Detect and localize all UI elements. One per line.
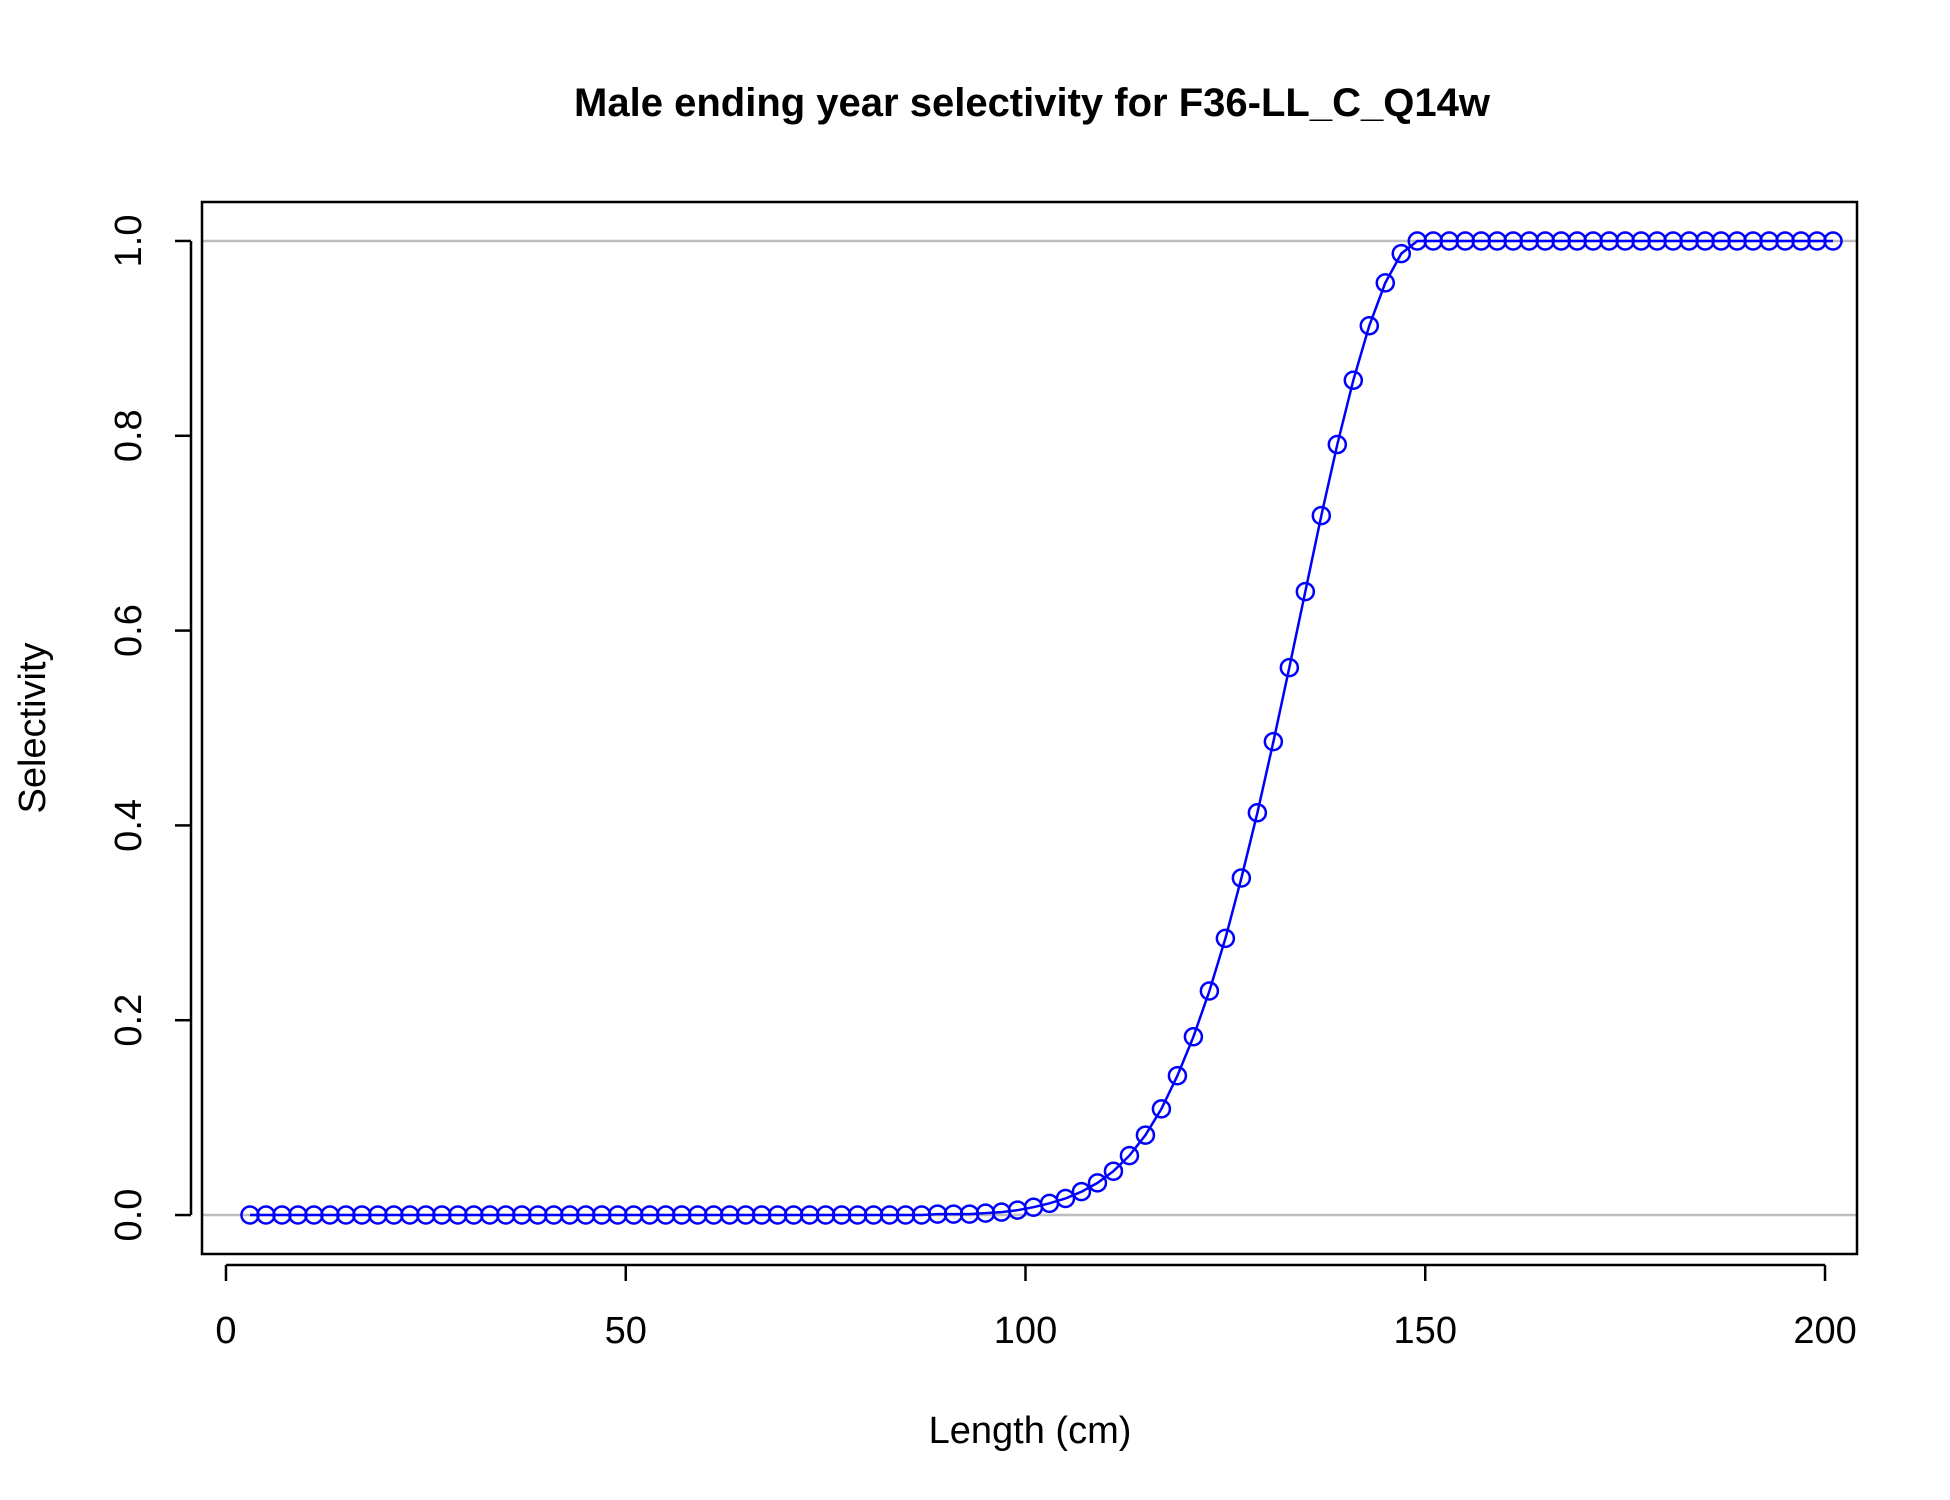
x-tick-label: 0: [215, 1310, 236, 1352]
data-point: [1359, 315, 1380, 336]
y-tick-label: 0.0: [108, 1189, 150, 1242]
data-point: [1103, 1161, 1124, 1181]
data-point: [1055, 1188, 1076, 1209]
data-point: [1247, 802, 1268, 823]
plot-frame: [200, 200, 1859, 1256]
x-axis: 0 50 100 150 200: [215, 1263, 1857, 1352]
chart-title: Male ending year selectivity for F36-LL_…: [574, 81, 1491, 125]
data-point: [1327, 434, 1348, 455]
data-point: [1343, 370, 1364, 391]
data-point: [1215, 928, 1236, 949]
x-axis-label: Length (cm): [929, 1410, 1132, 1452]
data-point: [1375, 273, 1396, 293]
data-point: [1135, 1125, 1156, 1145]
y-axis: 0.0 0.2 0.4 0.6 0.8 1.0: [108, 215, 193, 1242]
data-point: [1167, 1065, 1188, 1086]
data-point: [1087, 1173, 1108, 1193]
data-point: [1183, 1027, 1204, 1047]
series-line: [250, 239, 1833, 1217]
y-tick-label: 0.4: [108, 799, 150, 852]
x-tick-label: 200: [1793, 1310, 1856, 1352]
y-axis-label: Selectivity: [12, 642, 54, 813]
y-tick-label: 0.6: [108, 604, 150, 657]
data-point: [1119, 1145, 1140, 1166]
series-layer: [240, 231, 1843, 1225]
data-point: [1279, 657, 1300, 678]
data-point: [1071, 1181, 1092, 1202]
x-tick-label: 50: [605, 1310, 647, 1352]
y-tick-label: 1.0: [108, 215, 150, 268]
data-point: [1199, 981, 1220, 1001]
data-point: [1231, 868, 1252, 888]
data-point: [1263, 731, 1284, 752]
y-tick-label: 0.8: [108, 409, 150, 462]
data-point: [1311, 505, 1332, 526]
data-point: [1823, 231, 1843, 251]
y-tick-label: 0.2: [108, 994, 150, 1047]
x-tick-label: 100: [994, 1310, 1057, 1352]
data-point: [1151, 1099, 1172, 1119]
data-point: [1295, 581, 1316, 602]
reference-lines: [202, 239, 1857, 1217]
data-point: [1391, 243, 1412, 264]
x-tick-label: 150: [1394, 1310, 1457, 1352]
